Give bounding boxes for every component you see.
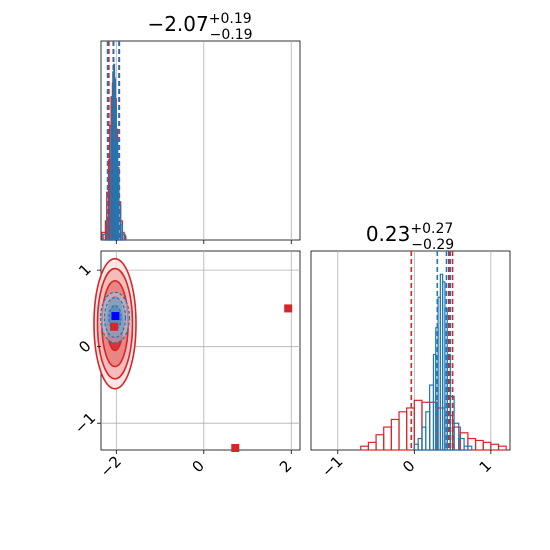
title-3-value: 0.23 xyxy=(366,222,411,246)
panel-bottom-right: −1 0 1 0.23+0.27 −0.29 xyxy=(310,221,511,481)
title-1: −2.07+0.19 −0.19 xyxy=(147,11,252,43)
title-3-sub: −0.29 xyxy=(411,237,454,253)
title-1-sup: +0.19 xyxy=(209,11,252,27)
hist-3-bar-s1-14 xyxy=(458,437,465,451)
x-tick-label-2-1: 0 xyxy=(189,457,208,476)
markers-2 xyxy=(110,304,293,452)
x-ticks-2: −2 0 2 xyxy=(97,450,295,481)
x-tick-label-2-2: 2 xyxy=(276,457,295,476)
ticks-3: −1 0 1 xyxy=(318,450,495,481)
marker-2-0 xyxy=(110,322,119,331)
hist-bars-1 xyxy=(101,63,127,241)
x-tick-label-3-1: 0 xyxy=(399,457,418,476)
y-tick-label-2-2: 1 xyxy=(75,260,94,279)
x-tick-label-3-0: −1 xyxy=(318,452,346,480)
quantiles-3 xyxy=(410,251,454,450)
hist-3-bar-s1-13 xyxy=(453,422,460,451)
marker-2-1 xyxy=(111,312,120,321)
hist-3-bar-s1-15 xyxy=(463,445,473,451)
title-3-sup: +0.27 xyxy=(410,221,453,237)
marker-2-3 xyxy=(231,444,240,452)
y-tick-label-2-1: 0 xyxy=(75,337,94,356)
marker-2-2 xyxy=(284,304,293,313)
hist-1-bar-s1-13 xyxy=(121,233,126,241)
plot-area-1 xyxy=(100,40,301,241)
title-1-value: −2.07 xyxy=(147,12,208,36)
x-tick-label-3-2: 1 xyxy=(476,457,495,476)
hist-1-bar-s1-12 xyxy=(120,224,124,241)
quantiles-1 xyxy=(106,41,121,240)
panel-top-left: −2.07+0.19 −0.19 xyxy=(100,11,301,244)
y-tick-label-2-0: −1 xyxy=(71,409,99,437)
panel-bottom-left: −2 0 2 −1 0 1 xyxy=(71,250,301,481)
x-tick-label-2-0: −2 xyxy=(97,452,125,480)
title-3: 0.23+0.27 −0.29 xyxy=(366,221,454,253)
ticks-1 xyxy=(115,240,292,244)
hist-3-bar-s0-18 xyxy=(497,445,507,451)
title-1-sub: −0.19 xyxy=(210,27,253,43)
